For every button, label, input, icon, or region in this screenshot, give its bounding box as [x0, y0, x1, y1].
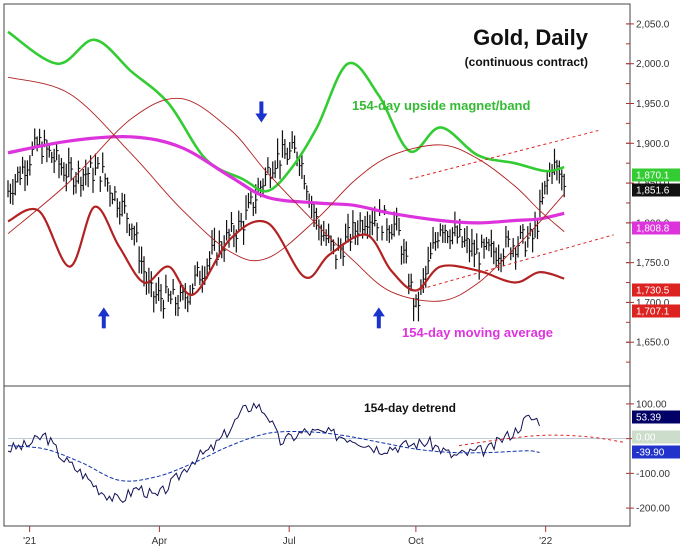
upper-projection-line	[409, 130, 599, 180]
detrend-cycle-line	[7, 430, 540, 482]
detrend-value-badge-text: -39.90	[636, 448, 665, 459]
detrend-panel-frame	[3, 385, 631, 527]
series-line-2	[7, 205, 565, 296]
moving-average-annotation: 154-day moving average	[402, 325, 553, 340]
x-tick-label: Apr	[152, 536, 168, 547]
x-tick-label: Jul	[283, 536, 296, 547]
series-line-1	[7, 135, 565, 225]
detrend-value-badge	[632, 445, 680, 459]
detrend-tick-label: -200.00	[636, 504, 670, 515]
detrend-value-badge-text: 53.39	[636, 413, 661, 424]
arrow-up-shaft	[376, 314, 381, 329]
price-value-badge-text: 1,870.1	[636, 171, 670, 182]
lower-projection-line	[415, 234, 614, 291]
arrow-up-shaft	[101, 314, 106, 329]
price-tick-label: 1,700.0	[636, 298, 670, 309]
price-value-badge-text: 1,730.5	[636, 286, 670, 297]
price-bars	[7, 128, 567, 322]
detrend-value-badge-text: 0.00	[636, 433, 656, 444]
detrend-tick-label: -100.00	[636, 469, 670, 480]
lower-envelope-line	[7, 97, 565, 302]
detrend-value-badge	[632, 410, 680, 424]
price-tick-label: 1,950.0	[636, 99, 670, 110]
price-value-badge-text: 1,851.6	[636, 186, 670, 197]
price-tick-label: 1,650.0	[636, 338, 670, 349]
arrow-up-icon	[97, 307, 110, 317]
x-tick-label: '22	[539, 536, 552, 547]
detrend-line	[7, 402, 540, 503]
arrow-down-icon	[255, 113, 268, 123]
series-line-0	[7, 30, 565, 193]
price-value-badge-text: 1,808.8	[636, 224, 670, 235]
detrend-title: 154-day detrend	[364, 401, 456, 415]
detrend-tick-label: 100.00	[636, 399, 667, 410]
price-arrows	[97, 101, 385, 329]
detrend-series-lines	[7, 402, 623, 503]
upper-band-annotation: 154-day upside magnet/band	[352, 98, 530, 113]
price-value-badge	[632, 183, 680, 197]
price-tick-label: 1,900.0	[636, 139, 670, 150]
price-value-labels: 1,870.1 1,851.6 1,808.8 1,730.5 1,707.1	[632, 168, 680, 318]
price-value-badge-text: 1,707.1	[636, 307, 670, 318]
price-value-badge	[632, 283, 680, 297]
price-value-badge	[632, 304, 680, 318]
price-tick-label: 1,750.0	[636, 258, 670, 269]
arrow-up-icon	[372, 307, 385, 317]
chart-subtitle: (continuous contract)	[465, 55, 588, 69]
x-axis: '21 Apr Jul Oct '22	[23, 526, 553, 547]
upper-envelope-line	[7, 76, 565, 262]
price-value-badge	[632, 221, 680, 235]
x-tick-label: '21	[23, 536, 36, 547]
detrend-value-labels: 53.39 0.00 -39.90	[632, 410, 680, 459]
price-tick-label: 2,050.0	[636, 19, 670, 30]
detrend-value-badge	[632, 430, 680, 444]
price-tick-label: 2,000.0	[636, 59, 670, 70]
chart-title: Gold, Daily	[473, 25, 589, 50]
x-tick-label: Oct	[408, 536, 424, 547]
price-panel-frame	[3, 3, 631, 387]
price-value-badge	[632, 168, 680, 182]
price-series-lines	[7, 30, 614, 302]
arrow-down-shaft	[259, 101, 264, 116]
